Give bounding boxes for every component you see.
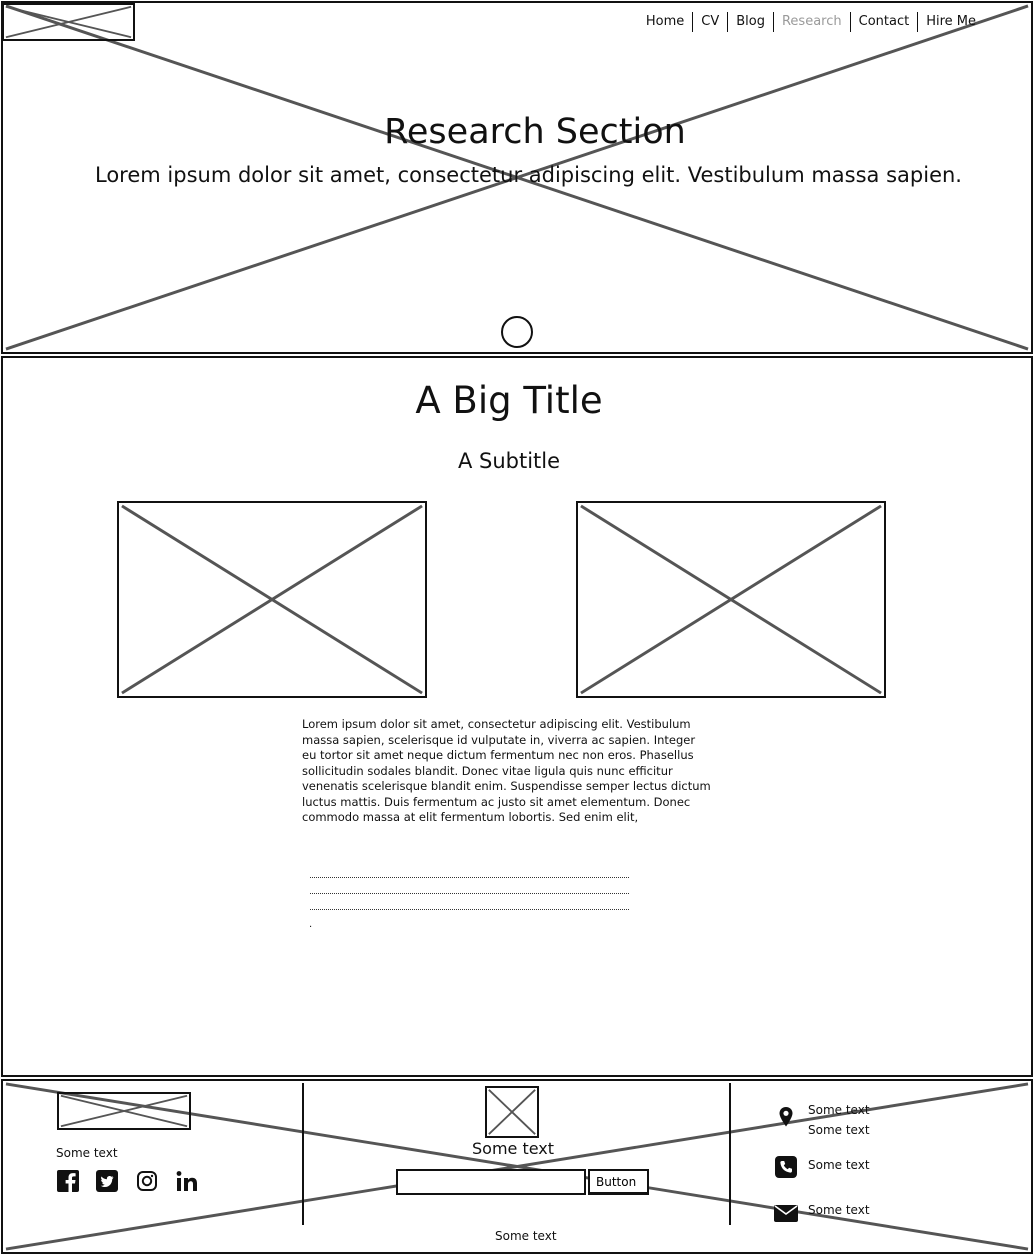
hero-title: Research Section	[384, 112, 686, 152]
carousel-indicator[interactable]	[501, 316, 533, 348]
nav-item-home[interactable]: Home	[645, 14, 685, 29]
body-paragraph: Lorem ipsum dolor sit amet, consectetur …	[302, 717, 711, 824]
hero-cross	[5, 4, 1029, 351]
header-logo[interactable]	[2, 3, 135, 41]
linkedin-icon[interactable]	[176, 1170, 198, 1192]
dotted-line-1	[310, 877, 629, 878]
twitter-icon[interactable]	[96, 1170, 118, 1192]
nav-item-cv[interactable]: CV	[692, 12, 727, 32]
email-text: Some text	[808, 1203, 870, 1217]
phone-text: Some text	[808, 1158, 870, 1172]
nav-item-blog[interactable]: Blog	[727, 12, 773, 32]
facebook-icon[interactable]	[57, 1170, 79, 1192]
footer-center-text: Some text	[472, 1139, 555, 1158]
footer-divider-right	[729, 1083, 731, 1225]
submit-button[interactable]: Button	[588, 1169, 649, 1195]
nav-item-research[interactable]: Research	[772, 12, 850, 32]
image-placeholder-2	[576, 501, 886, 698]
nav-item-hire-me[interactable]: Hire Me	[917, 12, 984, 32]
footer-image-cross	[488, 1089, 536, 1135]
footer-left-text: Some text	[56, 1146, 118, 1160]
main-section	[1, 356, 1033, 1077]
image-placeholder-1	[117, 501, 427, 698]
instagram-icon[interactable]	[136, 1170, 158, 1192]
dotted-line-tail: .	[309, 919, 313, 930]
footer-bottom-text: Some text	[495, 1229, 557, 1243]
location-text-1: Some text	[808, 1103, 870, 1117]
footer-image-placeholder	[485, 1086, 539, 1138]
footer-cross	[5, 1082, 1029, 1251]
footer-logo-cross	[60, 1094, 188, 1128]
section-title: A Big Title	[415, 379, 603, 422]
footer-logo[interactable]	[57, 1092, 191, 1130]
top-nav: Home CV Blog Research Contact Hire Me	[638, 12, 984, 32]
newsletter-input[interactable]	[396, 1169, 586, 1195]
logo-cross	[5, 5, 132, 39]
section-subtitle: A Subtitle	[457, 449, 561, 473]
envelope-icon	[774, 1205, 798, 1222]
hero-image-placeholder	[1, 1, 1033, 354]
image-1-cross	[121, 504, 423, 695]
footer	[1, 1079, 1033, 1254]
footer-divider-left	[302, 1083, 304, 1225]
dotted-line-2	[310, 893, 629, 894]
location-pin-icon	[779, 1107, 793, 1127]
hero-subtitle: Lorem ipsum dolor sit amet, consectetur …	[95, 163, 962, 187]
dotted-line-3	[310, 909, 629, 910]
location-text-2: Some text	[808, 1123, 870, 1137]
image-2-cross	[580, 504, 882, 695]
phone-icon	[775, 1156, 797, 1178]
nav-item-contact[interactable]: Contact	[849, 12, 918, 32]
